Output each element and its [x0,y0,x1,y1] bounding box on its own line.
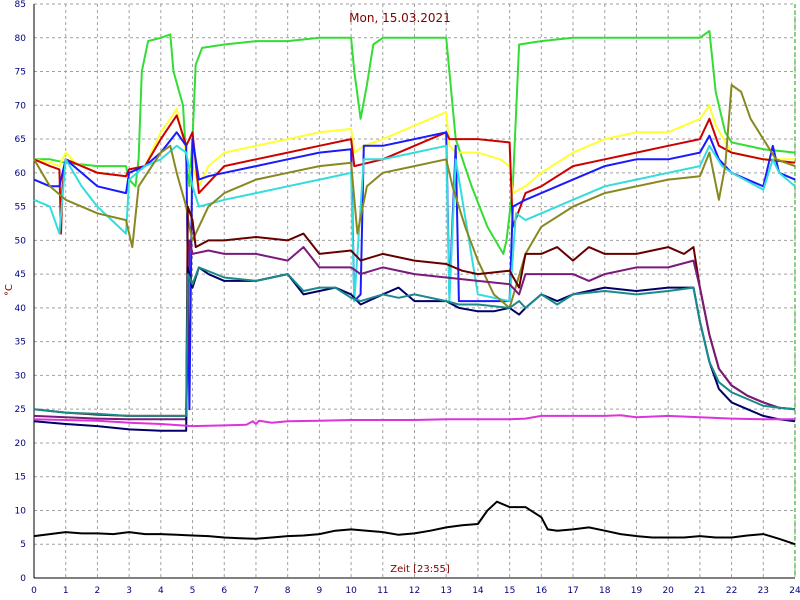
x-axis-label: Zeit [23:55] [390,564,450,575]
chart-title: Mon, 15.03.2021 [349,11,451,25]
grid [33,3,796,579]
x-tick-label: 3 [126,586,132,596]
x-tick-label: 6 [221,586,227,596]
x-tick-label: 16 [536,586,548,596]
y-tick-label: 80 [15,34,27,44]
y-tick-label: 85 [15,0,26,10]
x-tick-label: 9 [317,586,323,596]
series-line-12 [33,500,796,546]
x-tick-label: 20 [662,586,674,596]
x-tick-label: 1 [63,586,69,596]
x-tick-label: 4 [158,586,164,596]
x-tick-label: 17 [567,586,578,596]
y-tick-label: 40 [15,304,27,314]
series-line-11 [33,414,795,428]
y-tick-label: 60 [15,169,27,179]
y-tick-label: 5 [20,540,26,550]
series-line-10 [33,266,796,417]
y-tick-label: 65 [15,135,26,145]
series-line-6 [33,84,796,309]
y-tick-label: 20 [15,439,27,449]
y-tick-label: 15 [15,473,26,483]
y-tick-label: 0 [20,574,26,584]
x-tick-label: 11 [377,586,388,596]
y-tick-label: 70 [15,101,27,111]
x-tick-label: 7 [253,586,259,596]
y-tick-label: 10 [15,506,27,516]
x-tick-label: 18 [599,586,611,596]
y-tick-label: 55 [15,203,26,213]
series-line-8 [33,239,796,421]
series-line-1 [34,30,796,255]
series-lines [33,30,796,546]
y-tick-label: 25 [15,405,26,415]
x-tick-label: 8 [285,586,291,596]
y-axis-label: °C [4,284,15,296]
y-tick-label: 45 [15,270,26,280]
x-tick-label: 24 [789,586,800,596]
y-tick-label: 50 [15,236,27,246]
x-tick-label: 12 [409,586,420,596]
y-tick-label: 30 [15,371,27,381]
x-tick-label: 22 [726,586,737,596]
x-tick-label: 2 [95,586,101,596]
series-line-5 [33,144,796,303]
x-tick-label: 21 [694,586,705,596]
y-tick-label: 75 [15,68,26,78]
x-tick-label: 13 [440,586,451,596]
x-tick-label: 5 [190,586,196,596]
series-line-3 [33,114,796,235]
y-tick-label: 35 [15,338,26,348]
x-tick-label: 10 [345,586,357,596]
x-tick-label: 23 [758,586,769,596]
x-tick-label: 15 [504,586,515,596]
x-tick-label: 14 [472,586,484,596]
x-tick-label: 19 [631,586,643,596]
x-tick-label: 0 [31,586,37,596]
